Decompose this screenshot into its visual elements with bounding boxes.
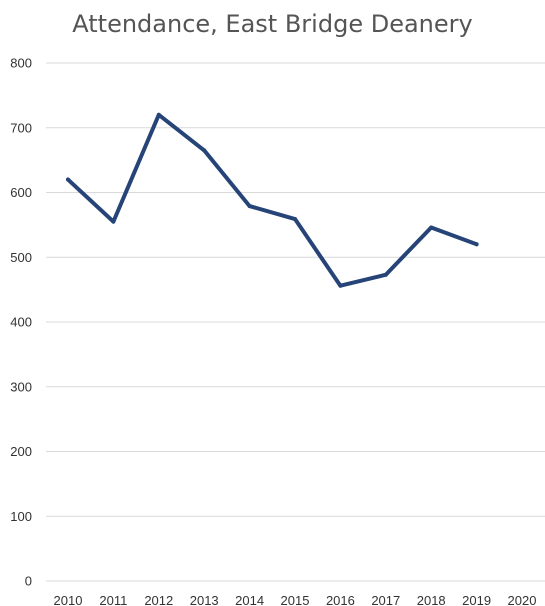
x-tick-label: 2020 [508, 593, 537, 606]
x-tick-label: 2018 [417, 593, 446, 606]
x-tick-label: 2013 [190, 593, 219, 606]
y-tick-label: 600 [10, 185, 32, 200]
data-point [156, 112, 161, 117]
y-tick-label: 300 [10, 379, 32, 394]
y-tick-label: 0 [25, 574, 32, 589]
gridlines [46, 62, 545, 582]
data-point [383, 272, 388, 277]
x-tick-label: 2019 [462, 593, 491, 606]
y-tick-label: 200 [10, 444, 32, 459]
x-axis-ticks: 2010 2011 2012 2013 2014 2015 2016 2017 2018 2019… [54, 593, 537, 606]
x-tick-label: 2015 [281, 593, 310, 606]
series-line-0 [66, 112, 479, 288]
y-tick-label: 500 [10, 250, 32, 265]
x-tick-label: 2012 [144, 593, 173, 606]
data-point [247, 204, 252, 209]
y-tick-label: 100 [10, 509, 32, 524]
series-layer [66, 112, 479, 288]
y-axis-ticks: 0 100 200 300 400 500 600 700 800 [10, 56, 32, 589]
x-tick-label: 2014 [235, 593, 264, 606]
x-tick-label: 2017 [371, 593, 400, 606]
y-tick-label: 800 [10, 56, 32, 71]
data-point [202, 148, 207, 153]
x-tick-label: 2016 [326, 593, 355, 606]
x-tick-label: 2010 [54, 593, 83, 606]
chart-title: Attendance, East Bridge Deanery [72, 10, 473, 38]
y-tick-label: 700 [10, 120, 32, 135]
data-point [66, 177, 70, 182]
data-point [338, 283, 343, 288]
data-point [293, 217, 297, 222]
x-tick-label: 2011 [99, 593, 127, 606]
data-point [111, 219, 116, 224]
data-point [429, 225, 434, 230]
y-tick-label: 400 [10, 315, 32, 330]
data-point [474, 242, 479, 247]
